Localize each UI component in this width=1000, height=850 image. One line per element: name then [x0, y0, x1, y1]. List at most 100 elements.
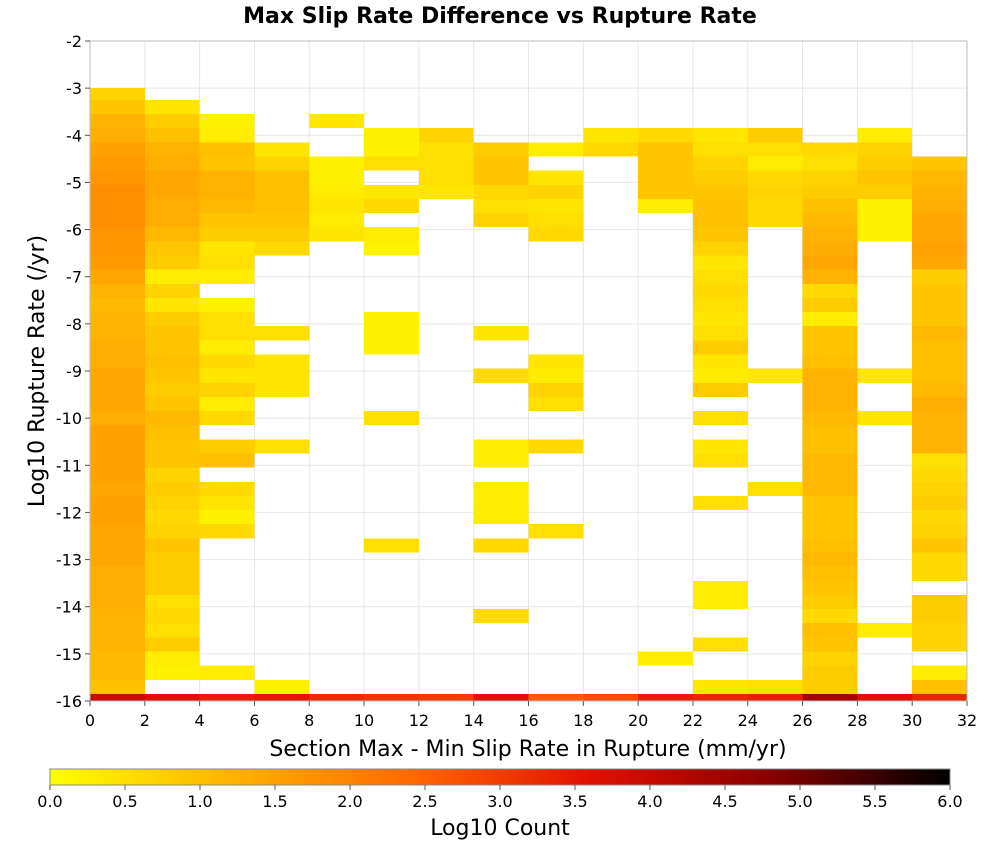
heatmap-cell: [144, 510, 200, 525]
heatmap-cell: [802, 297, 858, 313]
heatmap-cell: [199, 297, 255, 313]
heatmap-cell: [912, 184, 967, 199]
heatmap-cell: [364, 312, 419, 327]
heatmap-cell: [199, 312, 255, 327]
colorbar-tick-label: 2.0: [337, 792, 362, 811]
heatmap-cell: [802, 142, 858, 157]
heatmap-cell: [90, 665, 145, 680]
heatmap-cell: [90, 128, 145, 143]
x-tick-label: 0: [85, 711, 95, 730]
y-axis: -2 -3 -4 -5 -6 -7 -8 -9 -10 -11 -12 -13 -14 -15 -16: [56, 32, 90, 711]
heatmap-cell: [90, 425, 145, 440]
heatmap-cell: [254, 241, 310, 256]
heatmap-cell: [857, 128, 913, 143]
heatmap-cell: [692, 594, 748, 610]
x-tick-label: 4: [195, 711, 205, 730]
heatmap-cell: [528, 368, 584, 383]
heatmap-cell: [802, 227, 858, 242]
x-tick-label: 10: [354, 711, 374, 730]
heatmap-cell: [90, 283, 145, 298]
heatmap-cell: [144, 566, 200, 581]
y-tick-label: -13: [56, 551, 82, 570]
heatmap-cell: [473, 439, 529, 454]
heatmap-cell: [638, 156, 693, 171]
heatmap-cell: [90, 114, 145, 129]
heatmap-cell: [90, 198, 145, 214]
heatmap-cell: [473, 538, 529, 553]
heatmap-cell: [528, 227, 584, 242]
heatmap-cell: [802, 156, 858, 171]
x-tick-label: 16: [518, 711, 538, 730]
heatmap-cell: [857, 198, 913, 214]
heatmap-cell: [90, 382, 145, 397]
heatmap-cell: [144, 524, 200, 539]
heatmap-cell: [473, 213, 529, 228]
heatmap-cell: [802, 651, 858, 666]
heatmap-cell: [418, 156, 474, 171]
heatmap-cell: [254, 679, 310, 694]
heatmap-cell: [473, 368, 529, 383]
heatmap-cell: [912, 481, 967, 496]
heatmap-cell: [254, 368, 310, 383]
heatmap-cell: [144, 425, 200, 440]
heatmap-cell: [473, 184, 529, 199]
heatmap-cell: [90, 637, 145, 652]
heatmap-cell: [802, 326, 858, 341]
x-tick-label: 28: [847, 711, 867, 730]
heatmap-cell: [802, 354, 858, 369]
heatmap-cell: [692, 156, 748, 171]
heatmap-cell: [583, 693, 639, 701]
heatmap-cell: [199, 354, 255, 369]
heatmap-cell: [692, 241, 748, 256]
heatmap-cell: [583, 128, 639, 143]
heatmap-cell: [199, 184, 255, 199]
heatmap-cell: [912, 609, 967, 624]
heatmap-cell: [144, 142, 200, 157]
y-tick-label: -2: [66, 32, 82, 51]
colorbar-tick-label: 5.5: [862, 792, 887, 811]
heatmap-cell: [692, 128, 748, 143]
heatmap-cell: [473, 481, 529, 496]
colorbar-tick-label: 3.5: [562, 792, 587, 811]
heatmap-cell: [90, 411, 145, 426]
heatmap-cell: [199, 495, 255, 511]
heatmap-cell: [144, 340, 200, 355]
colorbar-tick-label: 5.0: [787, 792, 812, 811]
y-tick-label: -6: [66, 221, 82, 240]
heatmap-cell: [692, 312, 748, 327]
y-tick-label: -3: [66, 79, 82, 98]
heatmap-cell: [199, 326, 255, 341]
heatmap-cell: [747, 213, 803, 228]
heatmap-cell: [254, 170, 310, 185]
heatmap-cell: [857, 213, 913, 228]
heatmap-cell: [528, 693, 584, 701]
heatmap-cell: [418, 142, 474, 157]
heatmap-cell: [473, 170, 529, 185]
heatmap-cell: [857, 411, 913, 426]
heatmap-cell: [912, 297, 967, 313]
heatmap-cell: [144, 439, 200, 454]
heatmap-cell: [857, 693, 913, 701]
heatmap-cell: [144, 213, 200, 228]
heatmap-cell: [692, 679, 748, 694]
heatmap-cell: [418, 170, 474, 185]
heatmap-cell: [747, 693, 803, 701]
heatmap-cell: [144, 198, 200, 214]
heatmap-cell: [692, 227, 748, 242]
heatmap-cell: [144, 297, 200, 313]
heatmap-cell: [90, 396, 145, 412]
heatmap-cell: [857, 142, 913, 157]
heatmap-cell: [747, 481, 803, 496]
heatmap-cell: [144, 241, 200, 256]
heatmap-cell: [528, 439, 584, 454]
heatmap-cell: [90, 297, 145, 313]
colorbar-tick-label: 2.5: [412, 792, 437, 811]
heatmap-cell: [747, 170, 803, 185]
heatmap-cell: [802, 269, 858, 284]
heatmap-cell: [199, 170, 255, 185]
heatmap-cell: [802, 368, 858, 383]
heatmap-cell: [199, 439, 255, 454]
heatmap-cell: [802, 184, 858, 199]
x-tick-label: 20: [628, 711, 648, 730]
heatmap-cell: [254, 382, 310, 397]
